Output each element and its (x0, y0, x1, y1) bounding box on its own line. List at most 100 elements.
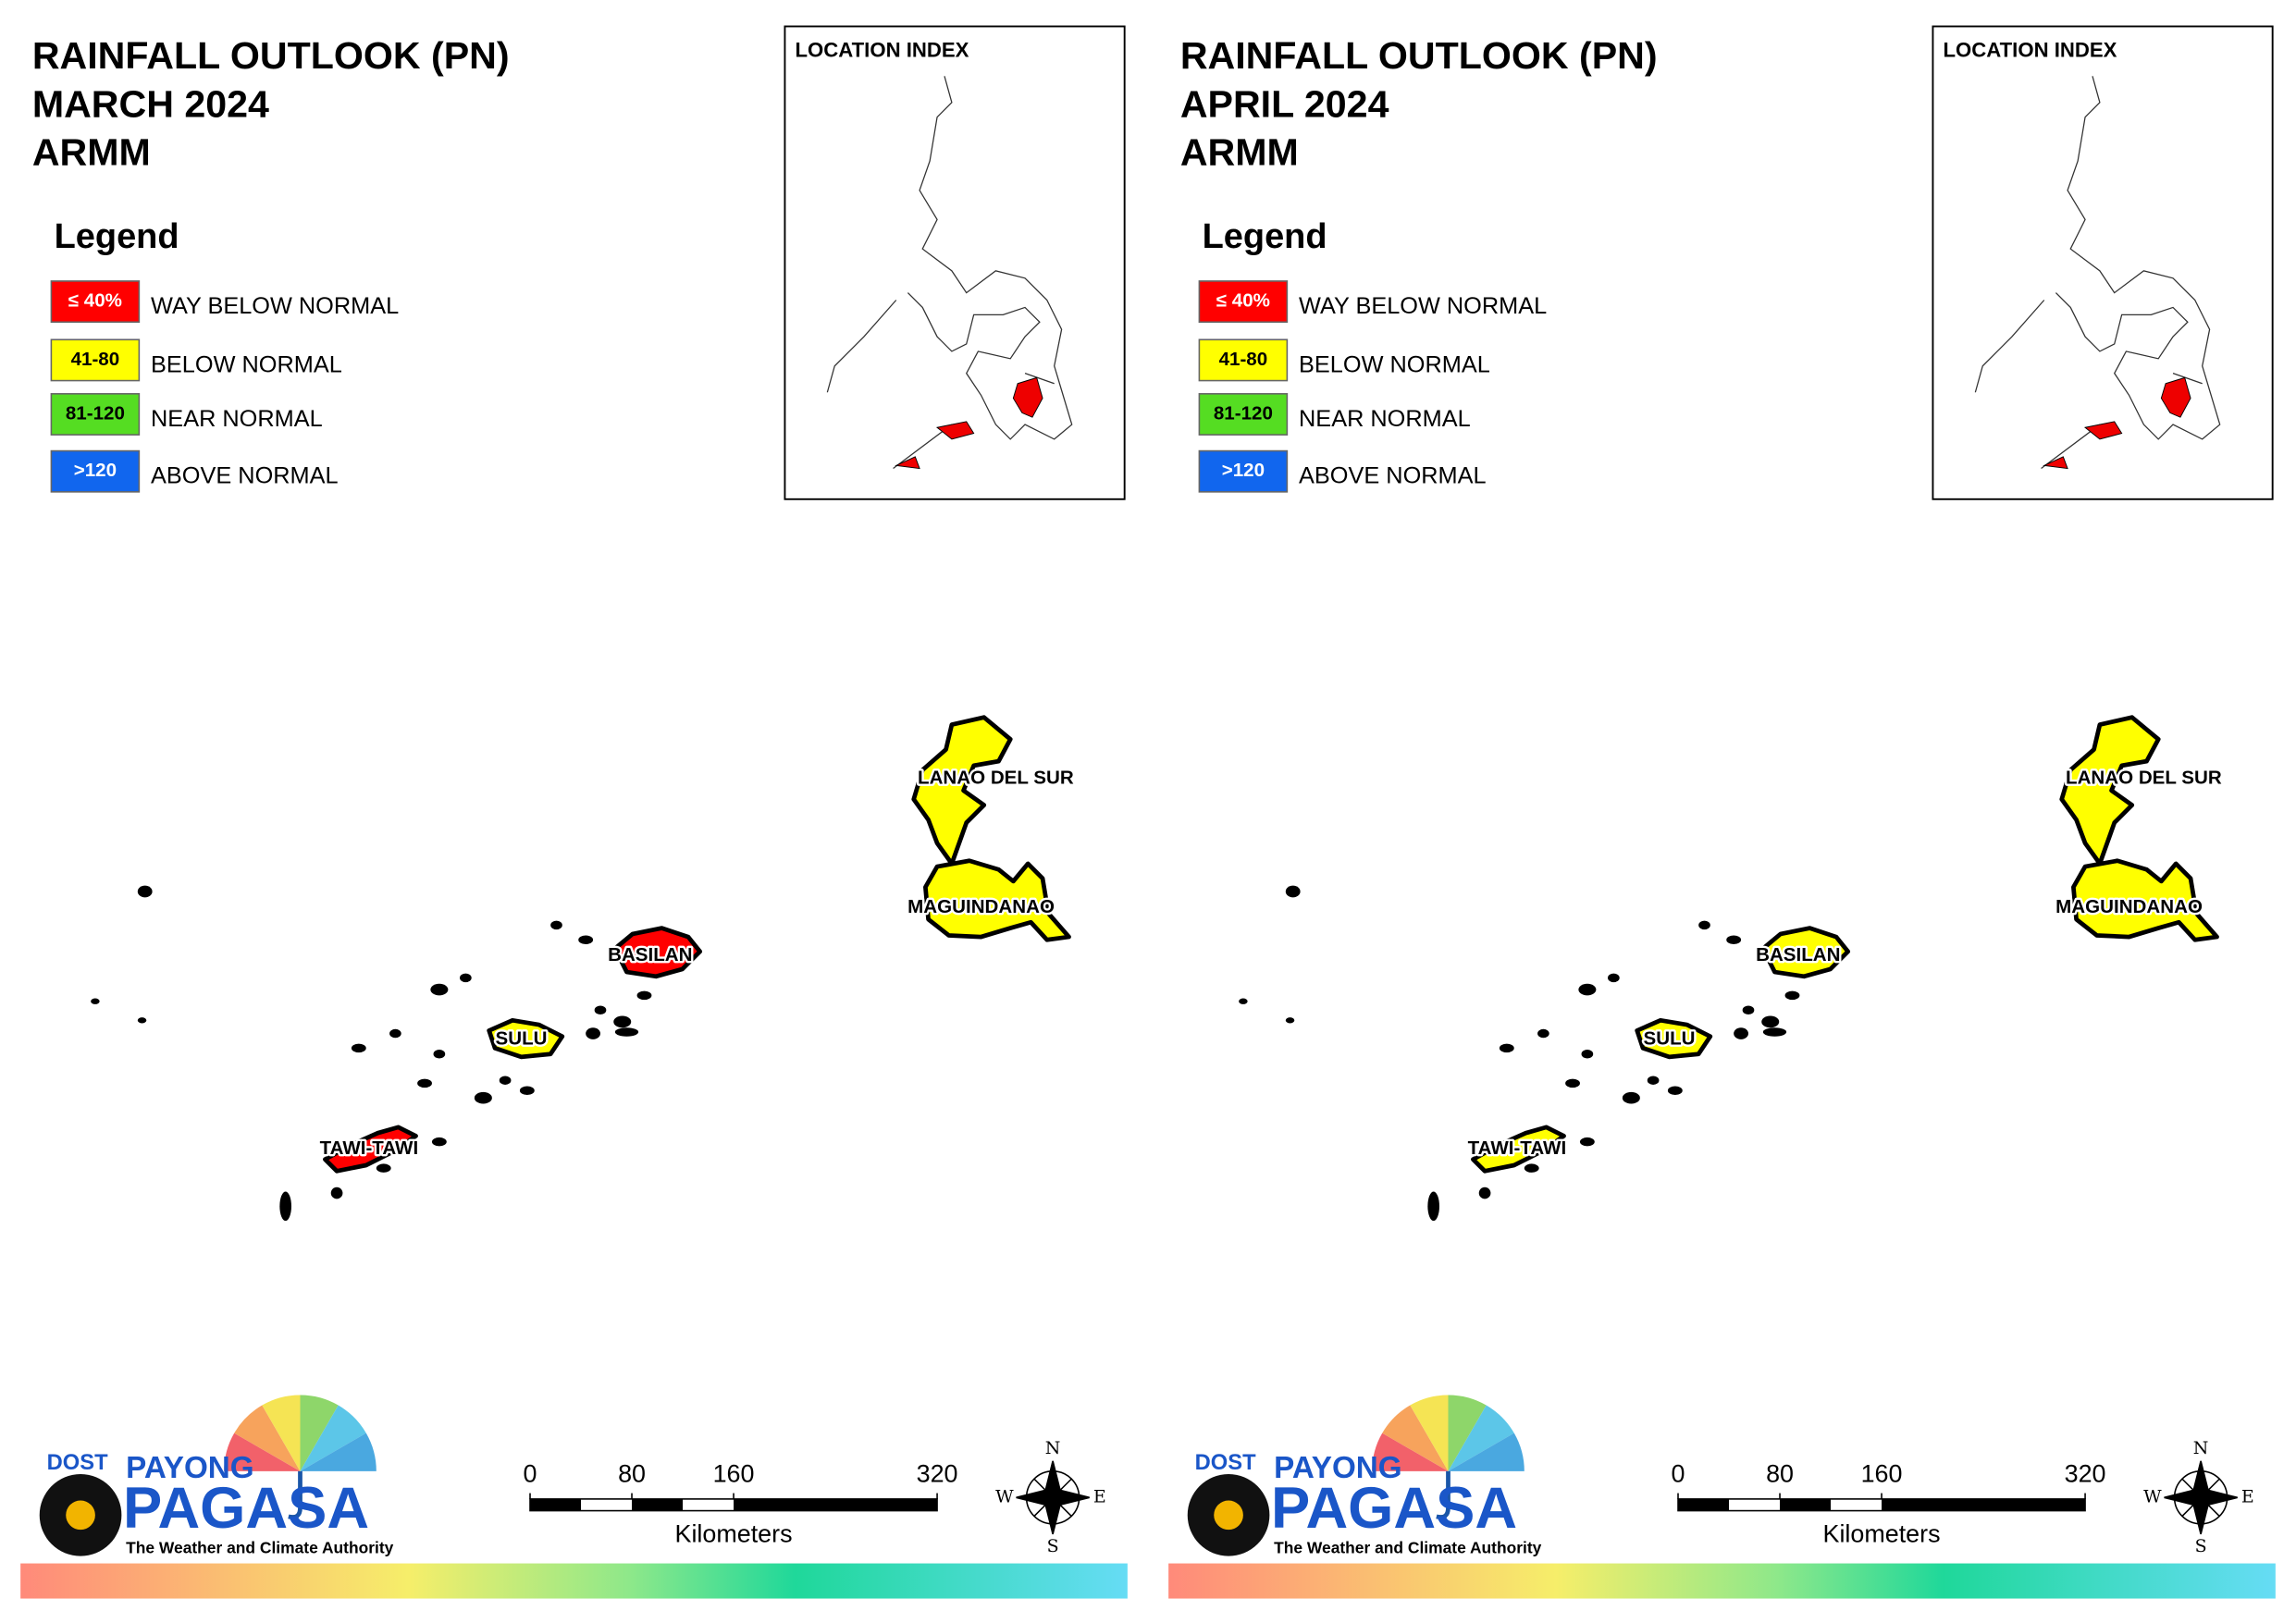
footer-band (1168, 1563, 2276, 1599)
island (1239, 998, 1248, 1004)
title-line: ARMM (1180, 131, 1299, 174)
island (1608, 973, 1620, 983)
island (417, 1078, 432, 1088)
island (279, 1191, 291, 1222)
scale-unit: Kilometers (675, 1520, 793, 1548)
scale-label: 0 (524, 1460, 537, 1488)
island (499, 1076, 512, 1085)
island (351, 1043, 366, 1053)
island (91, 998, 100, 1004)
title-line: APRIL 2024 (1180, 82, 1389, 125)
island (586, 1027, 600, 1039)
province-label: MAGUINDANAO (907, 896, 1055, 917)
legend-range: 81-120 (66, 402, 125, 424)
scale-unit: Kilometers (1823, 1520, 1941, 1548)
umbrella-panel (1448, 1395, 1487, 1471)
umbrella-handle (1436, 1470, 1450, 1519)
index-frame (1932, 25, 2274, 500)
scale-label: 160 (1861, 1460, 1903, 1488)
umbrella-panel (234, 1405, 301, 1471)
island (330, 1187, 343, 1199)
province-label: SULU (496, 1027, 548, 1049)
index-highlight (895, 376, 1043, 470)
umbrella-handle (288, 1470, 302, 1519)
compass-star (1016, 1460, 1090, 1535)
province (923, 858, 1071, 942)
panel: RAINFALL OUTLOOK (PN) APRIL 2024 ARMM Legen… (1168, 25, 2276, 1599)
legend-label: NEAR NORMAL (151, 406, 323, 432)
island (1285, 885, 1301, 898)
compass-letter: N (1045, 1438, 1061, 1458)
island (1761, 1015, 1780, 1028)
province-label: BASILAN (608, 944, 692, 965)
island (1784, 990, 1800, 1001)
province-label: BASILAN (1756, 944, 1840, 965)
legend-swatch (1198, 393, 1289, 436)
province (323, 1125, 418, 1174)
umbrella-panel (1448, 1432, 1524, 1471)
island (1579, 1137, 1595, 1147)
scale-label: 160 (713, 1460, 755, 1488)
pinwheel-center (66, 1500, 95, 1531)
index-label: LOCATION INDEX (1944, 38, 2117, 61)
title-line: ARMM (32, 131, 151, 174)
compass-star (2164, 1460, 2238, 1535)
province-label: LANAO DEL SUR (2066, 768, 2222, 789)
compass-letter: N (2193, 1438, 2209, 1458)
island (1578, 983, 1597, 996)
compass-letter: S (2195, 1536, 2207, 1556)
scale-segment (1678, 1498, 1730, 1511)
logo-agency: DOST (1195, 1451, 1256, 1475)
island (1667, 1086, 1683, 1096)
index-outline (826, 76, 1073, 470)
legend-label: WAY BELOW NORMAL (1299, 293, 1547, 319)
province (1760, 926, 1851, 979)
island (550, 920, 562, 930)
legend-label: NEAR NORMAL (1299, 406, 1471, 432)
title-line: RAINFALL OUTLOOK (PN) (1180, 34, 1658, 77)
logo-brand: PAGASA (123, 1476, 369, 1541)
umbrella-panel (224, 1432, 301, 1471)
legend-label: WAY BELOW NORMAL (151, 293, 399, 319)
island (389, 1028, 401, 1039)
compass-letter: S (1047, 1536, 1059, 1556)
province (1471, 1125, 1566, 1174)
scale-segment (632, 1498, 684, 1511)
umbrella-panel (1382, 1405, 1449, 1471)
logo-agency: DOST (47, 1451, 108, 1475)
island (613, 1015, 632, 1028)
pinwheel-center (1214, 1500, 1243, 1531)
scale-segment (1780, 1498, 1832, 1511)
panel: RAINFALL OUTLOOK (PN) MARCH 2024 ARMM Legen… (20, 25, 1128, 1599)
compass-letter: E (2241, 1486, 2254, 1506)
island (1734, 1027, 1748, 1039)
umbrella-panel (300, 1432, 376, 1471)
island (636, 990, 652, 1001)
legend-range: 41-80 (1219, 349, 1268, 370)
title-line: MARCH 2024 (32, 82, 269, 125)
umbrella-panel (300, 1405, 366, 1471)
island (1427, 1191, 1439, 1222)
legend-title: Legend (1203, 217, 1327, 256)
island (1499, 1043, 1514, 1053)
logo-brand: PAGASA (1271, 1476, 1517, 1541)
island (614, 1027, 639, 1037)
compass-letter: W (2143, 1486, 2162, 1506)
province-label: TAWI-TAWI (1468, 1137, 1567, 1159)
legend-label: ABOVE NORMAL (1299, 463, 1487, 489)
island (433, 1049, 446, 1059)
province-label: MAGUINDANAO (2055, 896, 2203, 917)
island (431, 1137, 447, 1147)
island (1285, 1017, 1295, 1024)
island (376, 1163, 391, 1173)
province (1635, 1017, 1713, 1060)
umbrella-panel (1410, 1395, 1449, 1471)
province (487, 1017, 565, 1060)
island (1726, 935, 1742, 944)
province (2059, 715, 2161, 867)
island (474, 1091, 492, 1104)
island (594, 1005, 607, 1014)
scale-segment (734, 1498, 938, 1511)
logo-tagline: The Weather and Climate Authority (1274, 1538, 1541, 1556)
